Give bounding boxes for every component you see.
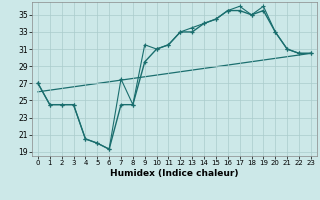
X-axis label: Humidex (Indice chaleur): Humidex (Indice chaleur) [110, 169, 239, 178]
